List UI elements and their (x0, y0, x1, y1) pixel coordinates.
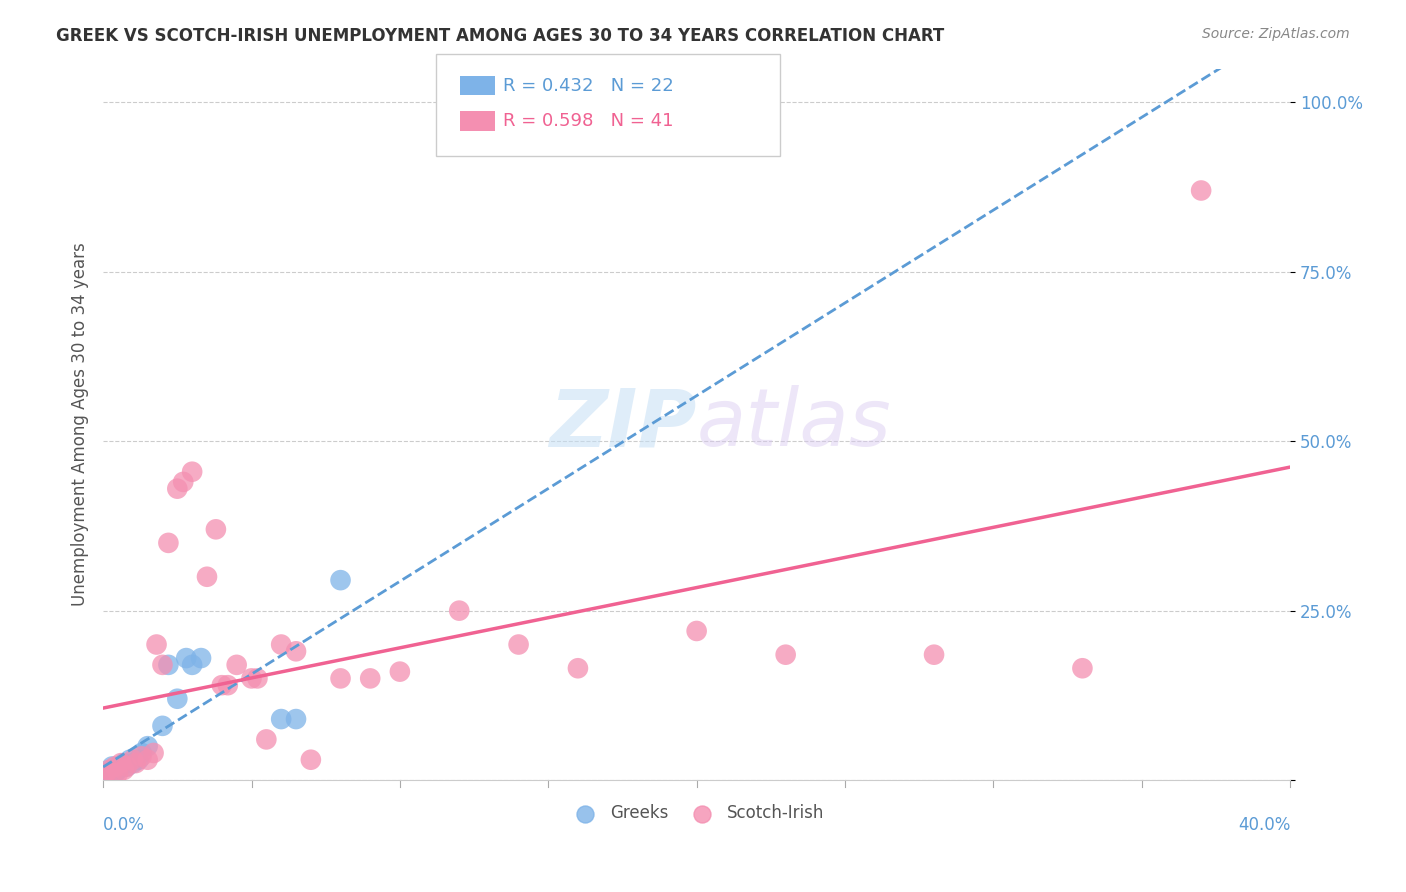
Point (329, 672, 352, 686)
Point (1189, 184, 1212, 198)
Point (388, 665, 411, 679)
Point (1071, 661, 1094, 675)
Point (922, 648, 945, 662)
Point (136, 753, 159, 767)
Point (142, 746, 165, 760)
Point (172, 475, 194, 489)
Point (174, 651, 197, 665)
Point (225, 657, 247, 672)
Point (775, 648, 797, 662)
Point (152, 719, 174, 733)
Point (112, 756, 135, 771)
Point (190, 651, 212, 665)
Point (104, 759, 127, 773)
Point (110, 759, 132, 773)
Point (121, 756, 143, 771)
Text: atlas: atlas (696, 385, 891, 463)
Point (508, 638, 530, 652)
Point (101, 766, 124, 780)
Point (449, 604, 471, 618)
Point (157, 536, 180, 550)
Point (110, 756, 132, 771)
Point (217, 678, 239, 692)
Point (205, 522, 228, 536)
Point (125, 756, 148, 771)
Y-axis label: Unemployment Among Ages 30 to 34 years: Unemployment Among Ages 30 to 34 years (72, 243, 89, 607)
Point (107, 766, 129, 780)
Point (211, 678, 233, 692)
Legend: Greeks, Scotch-Irish: Greeks, Scotch-Irish (562, 797, 831, 829)
Point (101, 759, 124, 773)
Point (181, 465, 204, 479)
Point (685, 624, 707, 638)
Point (94, 766, 117, 780)
Point (112, 763, 135, 777)
Text: R = 0.598   N = 41: R = 0.598 N = 41 (503, 112, 673, 130)
Point (131, 746, 153, 760)
Point (107, 763, 129, 777)
Point (285, 644, 308, 658)
Point (152, 657, 174, 672)
Point (240, 672, 263, 686)
Point (98, 766, 121, 780)
Point (195, 570, 218, 584)
Text: 0.0%: 0.0% (103, 815, 145, 834)
Point (329, 573, 352, 587)
Text: ZIP: ZIP (550, 385, 696, 463)
Point (157, 657, 180, 672)
Text: 40.0%: 40.0% (1237, 815, 1291, 834)
Point (128, 753, 150, 767)
Point (136, 739, 159, 754)
Point (567, 661, 589, 675)
Point (270, 638, 292, 652)
Point (285, 712, 308, 726)
Point (181, 657, 204, 672)
Point (121, 753, 143, 767)
Point (166, 691, 188, 706)
Text: GREEK VS SCOTCH-IRISH UNEMPLOYMENT AMONG AGES 30 TO 34 YEARS CORRELATION CHART: GREEK VS SCOTCH-IRISH UNEMPLOYMENT AMONG… (56, 27, 945, 45)
Point (131, 749, 153, 764)
Point (246, 672, 269, 686)
Point (104, 766, 127, 780)
Text: Source: ZipAtlas.com: Source: ZipAtlas.com (1202, 27, 1350, 41)
Point (166, 482, 188, 496)
Point (118, 753, 141, 767)
Point (359, 672, 381, 686)
Point (115, 759, 138, 773)
Point (145, 638, 167, 652)
Point (115, 759, 138, 773)
Point (98, 763, 121, 777)
Point (254, 732, 277, 747)
Point (299, 753, 322, 767)
Point (270, 712, 292, 726)
Point (94, 766, 117, 780)
Text: R = 0.432   N = 22: R = 0.432 N = 22 (503, 77, 673, 95)
